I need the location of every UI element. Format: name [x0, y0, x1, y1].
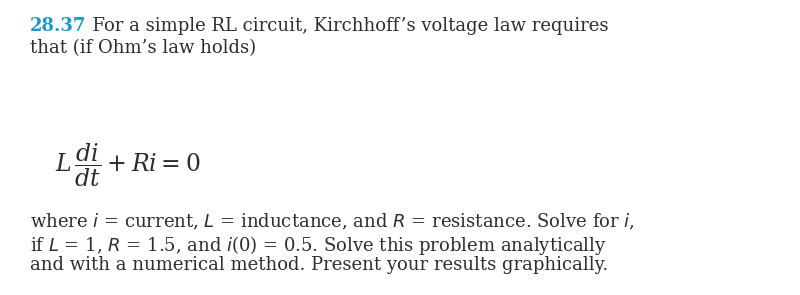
Text: where $i$ = current, $L$ = inductance, and $R$ = resistance. Solve for $i$,: where $i$ = current, $L$ = inductance, a…	[30, 212, 635, 232]
Text: and with a numerical method. Present your results graphically.: and with a numerical method. Present you…	[30, 256, 608, 274]
Text: $L\,\dfrac{di}{dt} + Ri = 0$: $L\,\dfrac{di}{dt} + Ri = 0$	[55, 141, 201, 189]
Text: if $L$ = 1, $R$ = 1.5, and $i$(0) = 0.5. Solve this problem analytically: if $L$ = 1, $R$ = 1.5, and $i$(0) = 0.5.…	[30, 234, 606, 257]
Text: that (if Ohm’s law holds): that (if Ohm’s law holds)	[30, 39, 256, 57]
Text: 28.37: 28.37	[30, 17, 86, 35]
Text: For a simple RL circuit, Kirchhoff’s voltage law requires: For a simple RL circuit, Kirchhoff’s vol…	[81, 17, 609, 35]
